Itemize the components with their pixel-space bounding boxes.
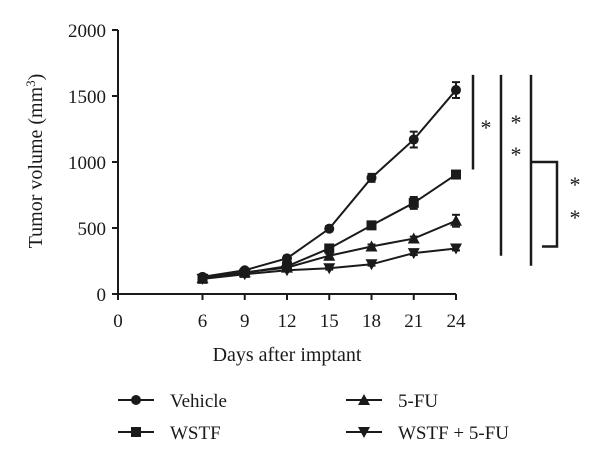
data-point — [282, 253, 292, 264]
legend-marker — [131, 427, 141, 437]
series-wstf-5-fu — [196, 243, 462, 285]
data-point — [365, 259, 378, 271]
y-tick-label: 1500 — [68, 87, 106, 108]
data-point — [323, 263, 336, 275]
data-point — [451, 85, 461, 96]
data-point — [366, 172, 377, 183]
legend-marker — [131, 395, 141, 405]
x-tick-label: 0 — [113, 311, 123, 332]
series-layer — [196, 81, 462, 285]
legend-item-vehicle: Vehicle — [118, 391, 227, 412]
x-tick-label: 6 — [198, 311, 208, 332]
star-vehicle-5fu-2: * — [511, 142, 522, 167]
star-vehicle-5fu-1: * — [511, 110, 522, 135]
x-tick-label: 21 — [404, 311, 423, 332]
x-tick-label: 9 — [240, 311, 250, 332]
x-tick-label: 18 — [362, 311, 381, 332]
x-tick-label: 24 — [447, 311, 467, 332]
data-point — [408, 197, 419, 208]
data-point — [450, 243, 462, 255]
y-tick-label: 0 — [97, 285, 107, 306]
data-point — [407, 248, 420, 260]
data-point — [324, 223, 335, 234]
data-point — [407, 232, 420, 244]
y-tick-label: 1000 — [68, 153, 106, 174]
data-point — [451, 169, 461, 180]
x-tick-label: 15 — [320, 311, 339, 332]
legend-label: WSTF + 5-FU — [398, 423, 509, 444]
y-tick-label: 2000 — [68, 21, 106, 42]
significance-brackets: * * * * * — [471, 74, 581, 266]
data-point — [450, 214, 462, 226]
star-vehicle-wstf: * — [481, 115, 492, 140]
legend-item-5-fu: 5-FU — [346, 391, 438, 412]
legend-item-wstf: WSTF — [118, 423, 221, 444]
legend-marker — [358, 394, 370, 405]
x-axis-title: Days after imptant — [213, 344, 362, 366]
data-point — [238, 269, 251, 281]
legend-label: 5-FU — [398, 391, 438, 412]
data-point — [366, 220, 377, 231]
data-point — [408, 134, 419, 145]
data-point — [281, 265, 293, 277]
legend-marker — [358, 427, 370, 438]
y-tick-label: 500 — [78, 219, 107, 240]
legend-label: WSTF — [170, 423, 221, 444]
star-vehicle-combo-2: * — [570, 205, 581, 230]
legend: Vehicle 5-FU WSTF WSTF + 5-FU — [118, 391, 509, 444]
data-point — [196, 273, 209, 285]
y-axis-title-close: ) — [25, 74, 47, 81]
y-axis-title: Tumor volume (mm3) — [23, 74, 47, 249]
y-ticks: 0 500 1000 1500 2000 — [68, 21, 118, 306]
data-point — [365, 240, 378, 252]
bracket-vehicle-combo-inner — [531, 160, 559, 248]
data-point — [323, 249, 336, 261]
legend-label: Vehicle — [170, 391, 227, 412]
y-axis-title-main: Tumor volume (mm — [25, 86, 47, 248]
data-point — [324, 243, 335, 254]
x-ticks: 0 6 9 12 15 18 21 24 — [113, 294, 466, 332]
legend-item-wstf-5-fu: WSTF + 5-FU — [346, 423, 509, 444]
x-tick-label: 12 — [278, 311, 297, 332]
star-vehicle-combo-1: * — [570, 172, 581, 197]
y-axis-title-sup: 3 — [23, 80, 38, 87]
